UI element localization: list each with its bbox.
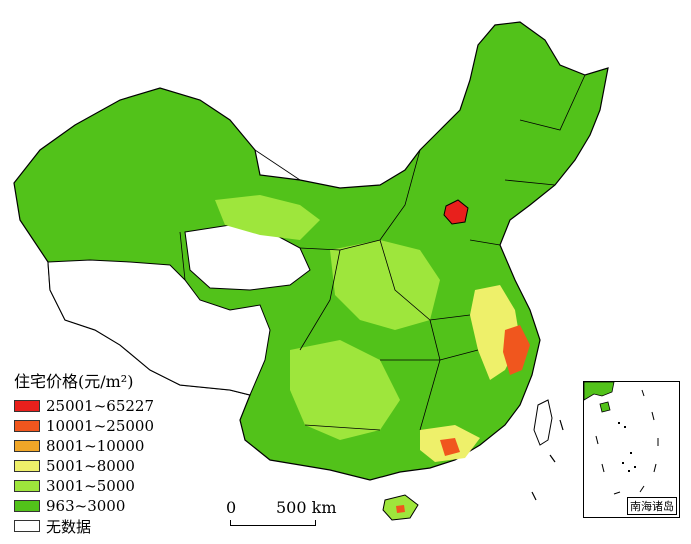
- inset-islands: [618, 422, 636, 472]
- orange-patch-guangzhou: [440, 438, 460, 456]
- legend-label: 5001~8000: [46, 457, 135, 475]
- light-green-patch-south: [290, 340, 400, 440]
- taiwan-island: [533, 399, 553, 446]
- scale-distance-label: 500 km: [276, 498, 337, 517]
- scale-zero-label: 0: [226, 498, 237, 517]
- legend-item: 3001~5000: [14, 476, 154, 496]
- legend-item: 无数据: [14, 516, 154, 536]
- legend-swatch: [14, 480, 40, 492]
- no-data-region-west: [47, 259, 271, 396]
- province-borders: [179, 74, 586, 431]
- legend: 住宅价格(元/m²) 25001~65227 10001~25000 8001~10…: [14, 368, 154, 536]
- orange-patch-shanghai: [503, 325, 530, 375]
- inset-dashes: [595, 389, 659, 495]
- legend-swatch: [14, 420, 40, 432]
- legend-title: 住宅价格(元/m²): [14, 372, 134, 391]
- nine-dash-line: [531, 419, 564, 501]
- legend-item: 5001~8000: [14, 456, 154, 476]
- scale-bar-line: [230, 520, 316, 526]
- inset-map: [583, 381, 659, 495]
- legend-label: 8001~10000: [46, 437, 145, 455]
- scale-bar: 0 500 km: [226, 498, 366, 538]
- inset-label: 南海诸岛: [627, 497, 677, 515]
- legend-swatch: [14, 500, 40, 512]
- legend-item: 25001~65227: [14, 396, 154, 416]
- light-green-patch-north: [215, 195, 320, 240]
- legend-label: 10001~25000: [46, 417, 155, 435]
- legend-swatch: [14, 440, 40, 452]
- legend-label: 3001~5000: [46, 477, 135, 495]
- red-patch-beijing: [443, 199, 469, 225]
- legend-label: 963~3000: [46, 497, 126, 515]
- legend-swatch: [14, 520, 40, 532]
- inset-hainan: [599, 401, 611, 413]
- legend-label: 25001~65227: [46, 397, 155, 415]
- legend-item: 10001~25000: [14, 416, 154, 436]
- south-china-sea-inset: 南海诸岛: [583, 381, 680, 518]
- hainan-city: [396, 505, 405, 513]
- legend-item: 8001~10000: [14, 436, 154, 456]
- legend-swatch: [14, 400, 40, 412]
- legend-label: 无数据: [46, 517, 92, 536]
- inset-coast: [583, 381, 615, 401]
- legend-swatch: [14, 460, 40, 472]
- legend-item: 963~3000: [14, 496, 154, 516]
- light-green-patch-center: [330, 240, 440, 330]
